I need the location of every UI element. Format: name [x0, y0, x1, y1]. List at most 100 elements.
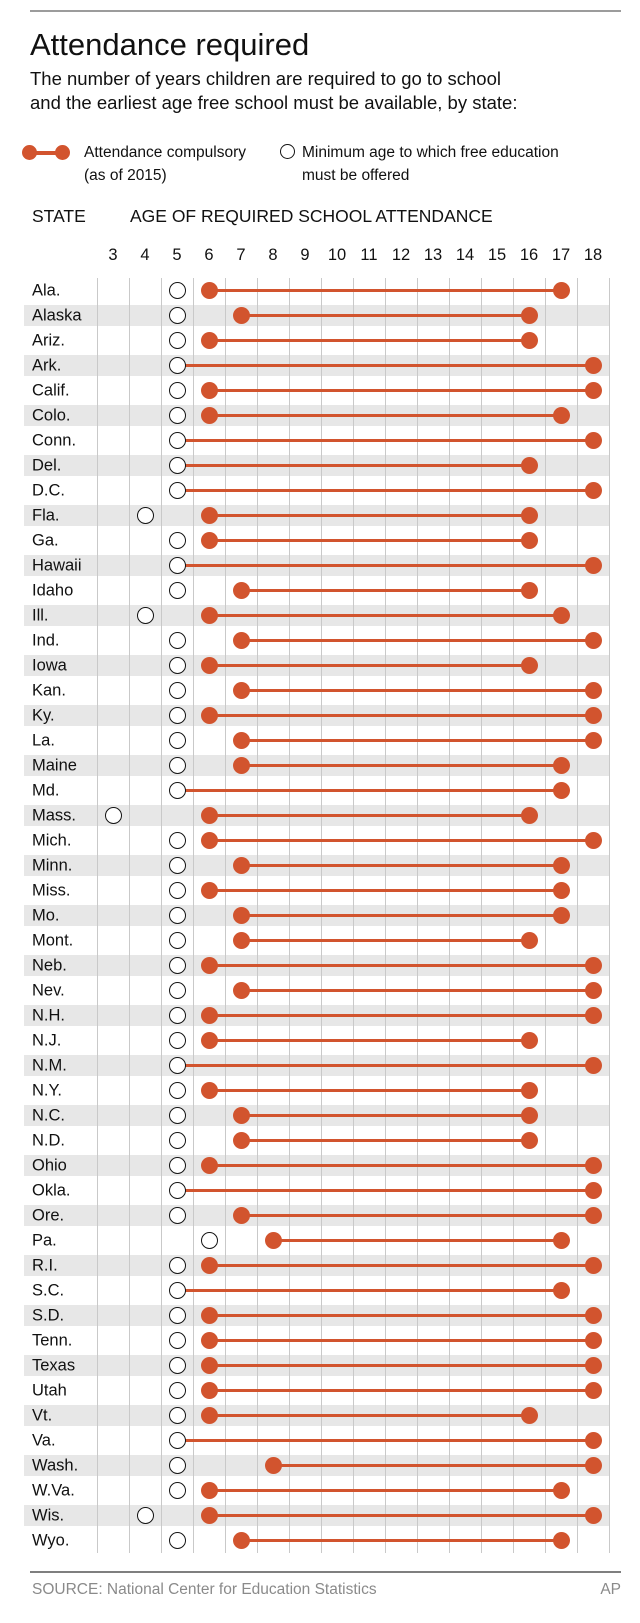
compulsory-start-dot	[232, 932, 250, 949]
compulsory-range-line	[273, 1238, 561, 1243]
state-label: N.J.	[32, 1031, 62, 1049]
compulsory-end-dot	[520, 1107, 538, 1124]
state-label: Tenn.	[32, 1331, 73, 1349]
compulsory-range-line	[209, 1038, 529, 1043]
compulsory-range-line	[209, 1263, 593, 1268]
compulsory-end-dot	[520, 1082, 538, 1099]
compulsory-range-line	[241, 738, 593, 743]
free-age-circle	[168, 1107, 186, 1124]
free-age-circle	[168, 1307, 186, 1324]
state-label: S.D.	[32, 1306, 65, 1324]
legend-compulsory-line-2: (as of 2015)	[84, 167, 167, 184]
compulsory-end-dot	[584, 1332, 602, 1349]
compulsory-start-dot	[200, 407, 218, 424]
compulsory-range-line	[177, 363, 593, 368]
compulsory-start-dot	[232, 982, 250, 999]
state-label: Ala.	[32, 281, 61, 299]
axis-tick-label: 5	[172, 246, 182, 264]
compulsory-start-dot	[264, 1232, 282, 1249]
state-label: Neb.	[32, 956, 67, 974]
compulsory-start-dot	[232, 1207, 250, 1224]
compulsory-end-dot	[520, 1407, 538, 1424]
compulsory-start-dot	[200, 657, 218, 674]
compulsory-start-dot	[264, 1457, 282, 1474]
subtitle-line-2: and the earliest age free school must be…	[30, 91, 518, 113]
free-age-circle	[168, 332, 186, 349]
compulsory-start-dot	[200, 1507, 218, 1524]
free-age-circle	[136, 1507, 154, 1524]
free-age-circle	[168, 1457, 186, 1474]
compulsory-end-dot	[552, 1282, 570, 1299]
free-education-circle-icon	[280, 144, 295, 159]
compulsory-range-line	[241, 1538, 561, 1543]
state-label: Vt.	[32, 1406, 53, 1424]
compulsory-start-dot	[200, 707, 218, 724]
compulsory-end-dot	[552, 1482, 570, 1499]
state-row: Ind.	[0, 628, 640, 653]
free-age-circle	[168, 482, 186, 499]
compulsory-range-line	[209, 388, 593, 393]
state-label: N.H.	[32, 1006, 65, 1024]
compulsory-start-dot	[200, 1032, 218, 1049]
column-header-state: STATE	[32, 206, 86, 226]
state-label: Md.	[32, 781, 60, 799]
compulsory-end-dot	[584, 1432, 602, 1449]
compulsory-end-dot	[584, 1457, 602, 1474]
axis-tick-label: 17	[551, 246, 571, 264]
axis-tick-label: 14	[455, 246, 475, 264]
state-row: Del.	[0, 453, 640, 478]
free-age-circle	[168, 557, 186, 574]
compulsory-end-dot	[584, 682, 602, 699]
compulsory-start-dot	[232, 682, 250, 699]
state-label: Wyo.	[32, 1531, 70, 1549]
state-row: Okla.	[0, 1178, 640, 1203]
state-row: Pa.	[0, 1228, 640, 1253]
free-age-circle	[168, 1357, 186, 1374]
compulsory-start-dot	[232, 1107, 250, 1124]
free-age-circle	[168, 1157, 186, 1174]
axis-tick-label: 12	[391, 246, 411, 264]
free-age-circle	[168, 382, 186, 399]
compulsory-range-line	[241, 688, 593, 693]
state-label: Conn.	[32, 431, 77, 449]
compulsory-end-dot	[584, 1157, 602, 1174]
column-header-age: AGE OF REQUIRED SCHOOL ATTENDANCE	[130, 206, 493, 226]
state-label: Utah	[32, 1381, 67, 1399]
compulsory-range-line	[209, 288, 561, 293]
state-label: Wash.	[32, 1456, 79, 1474]
compulsory-range-line	[209, 1413, 529, 1418]
free-age-circle	[168, 957, 186, 974]
compulsory-start-dot	[200, 1332, 218, 1349]
axis-tick-label: 8	[268, 246, 278, 264]
state-row: Alaska	[0, 303, 640, 328]
state-label: Iowa	[32, 656, 67, 674]
compulsory-end-dot	[584, 382, 602, 399]
axis-tick-label: 6	[204, 246, 214, 264]
compulsory-end-dot	[520, 307, 538, 324]
compulsory-range-line	[177, 1288, 561, 1293]
compulsory-end-dot	[520, 457, 538, 474]
compulsory-end-dot	[552, 757, 570, 774]
state-row: Va.	[0, 1428, 640, 1453]
compulsory-range-line	[209, 613, 561, 618]
compulsory-end-dot	[552, 407, 570, 424]
state-row: S.C.	[0, 1278, 640, 1303]
free-age-circle	[168, 832, 186, 849]
state-row: Iowa	[0, 653, 640, 678]
compulsory-end-dot	[552, 1532, 570, 1549]
free-age-circle	[168, 632, 186, 649]
axis-tick-label: 15	[487, 246, 507, 264]
state-row: Wyo.	[0, 1528, 640, 1553]
compulsory-end-dot	[584, 732, 602, 749]
compulsory-range-line	[177, 788, 561, 793]
state-row: La.	[0, 728, 640, 753]
free-age-circle	[168, 1482, 186, 1499]
compulsory-range-line	[209, 813, 529, 818]
compulsory-range-line	[273, 1463, 593, 1468]
state-label: Minn.	[32, 856, 73, 874]
axis-tick-label: 7	[236, 246, 246, 264]
state-label: Wis.	[32, 1506, 65, 1524]
state-row: Ky.	[0, 703, 640, 728]
state-label: Ind.	[32, 631, 60, 649]
state-row: Calif.	[0, 378, 640, 403]
